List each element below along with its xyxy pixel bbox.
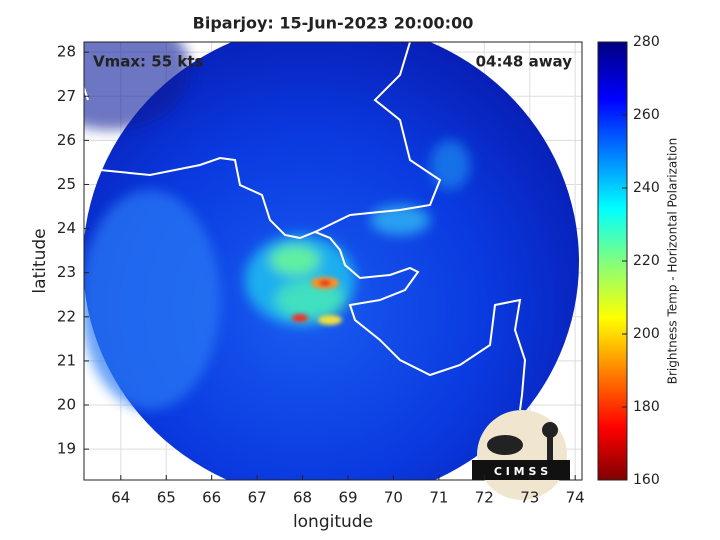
x-tick-label: 67 <box>248 489 267 507</box>
y-tick-label: 28 <box>57 43 76 61</box>
x-tick-label: 66 <box>202 489 221 507</box>
colorbar-tick-label: 200 <box>633 326 660 342</box>
y-tick-label: 27 <box>57 87 76 105</box>
plot-frame <box>83 41 583 481</box>
x-tick-label: 64 <box>111 489 130 507</box>
y-tick-label: 25 <box>57 175 76 193</box>
x-tick-label: 73 <box>520 489 539 507</box>
logo-text: C I M S S <box>494 465 548 478</box>
x-tick-label: 70 <box>384 489 403 507</box>
colorbar-tick-label: 260 <box>633 107 660 123</box>
colorbar-tick-label: 280 <box>633 34 660 50</box>
colorbar-tick-label: 160 <box>633 472 660 488</box>
y-tick-label: 20 <box>57 396 76 414</box>
x-tick-label: 71 <box>429 489 448 507</box>
y-tick-label: 23 <box>57 263 76 281</box>
colorbar-tick-label: 220 <box>633 253 660 269</box>
colorbar-label: Brightness Temp - Horizontal Polarizatio… <box>666 138 680 385</box>
x-tick-label: 68 <box>293 489 312 507</box>
time-away-annotation: 04:48 away <box>476 53 573 71</box>
x-tick-label: 72 <box>475 489 494 507</box>
y-tick-label: 19 <box>57 440 76 458</box>
colorbar-tick-label: 180 <box>633 399 660 415</box>
x-tick-label: 69 <box>338 489 357 507</box>
title: Biparjoy: 15-Jun-2023 20:00:00 <box>193 14 474 33</box>
x-tick-label: 74 <box>566 489 585 507</box>
coastline <box>84 42 527 411</box>
y-tick-label: 24 <box>57 219 76 237</box>
logo: C I M S S <box>472 410 570 500</box>
y-axis-label: latitude <box>30 228 50 293</box>
y-tick-label: 22 <box>57 307 76 325</box>
y-tick-label: 26 <box>57 131 76 149</box>
x-tick-label: 65 <box>157 489 176 507</box>
x-axis-label: longitude <box>293 512 373 532</box>
y-tick-label: 21 <box>57 351 76 369</box>
colorbar-tick-label: 240 <box>633 180 660 196</box>
vmax-annotation: Vmax: 55 kts <box>93 53 203 71</box>
satellite-image <box>84 42 579 480</box>
